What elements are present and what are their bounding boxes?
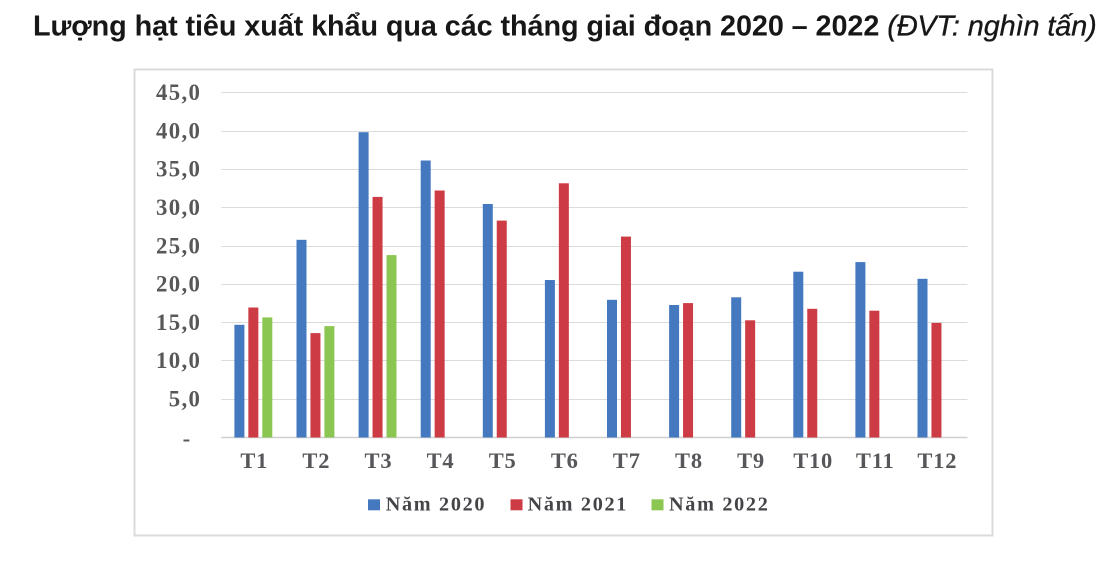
svg-text:T4: T4 — [427, 448, 455, 473]
svg-text:Năm 2022: Năm 2022 — [669, 494, 770, 516]
svg-text:35,0: 35,0 — [156, 157, 201, 182]
svg-text:T11: T11 — [856, 448, 895, 473]
svg-text:T8: T8 — [675, 448, 703, 473]
svg-text:T3: T3 — [365, 448, 393, 473]
svg-text:20,0: 20,0 — [156, 272, 201, 297]
svg-text:Năm 2021: Năm 2021 — [528, 494, 629, 516]
svg-text:40,0: 40,0 — [156, 118, 201, 143]
svg-text:15,0: 15,0 — [156, 310, 201, 335]
svg-text:T10: T10 — [793, 448, 833, 473]
svg-text:T7: T7 — [613, 448, 641, 473]
svg-text:T5: T5 — [489, 448, 517, 473]
svg-text:T6: T6 — [551, 448, 579, 473]
svg-text:30,0: 30,0 — [156, 195, 201, 220]
svg-text:5,0: 5,0 — [169, 387, 202, 412]
svg-text:10,0: 10,0 — [156, 348, 201, 373]
svg-text:T9: T9 — [737, 448, 765, 473]
svg-text:T12: T12 — [917, 448, 957, 473]
svg-text:45,0: 45,0 — [156, 80, 201, 105]
svg-text:25,0: 25,0 — [156, 233, 201, 258]
svg-text:Lượng hạt tiêu xuất khẩu qua c: Lượng hạt tiêu xuất khẩu qua các tháng g… — [33, 10, 1097, 42]
svg-text:T2: T2 — [302, 448, 330, 473]
svg-text:Năm 2020: Năm 2020 — [386, 494, 487, 516]
svg-text:-: - — [183, 426, 191, 451]
svg-text:T1: T1 — [240, 448, 268, 473]
